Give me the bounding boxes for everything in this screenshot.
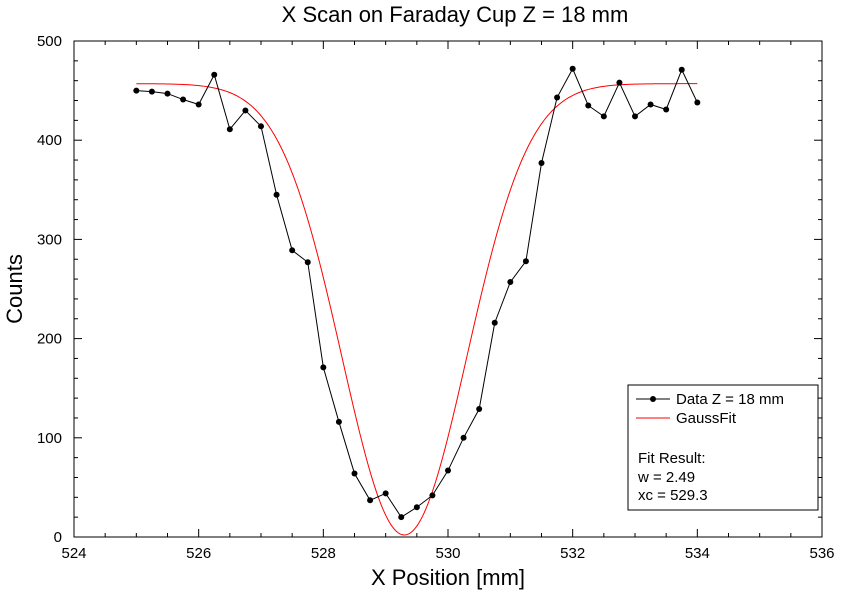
data-point [647,101,654,108]
data-point [367,497,374,504]
y-tick-label: 200 [37,331,62,348]
data-point [335,418,342,425]
legend-data-label: Data Z = 18 mm [676,391,784,408]
x-axis-label: X Position [mm] [371,565,525,590]
x-tick-label: 536 [809,545,834,562]
chart-title: X Scan on Faraday Cup Z = 18 mm [282,2,629,27]
data-point [460,434,467,441]
x-axis: 524 526 528 530 532 534 536 [61,41,835,562]
data-point [616,79,623,86]
fit-result-w: w = 2.49 [637,469,695,486]
y-axis-label: Counts [2,254,27,324]
data-point [148,88,155,95]
data-point [320,364,327,371]
data-point [304,259,311,266]
y-tick-label: 100 [37,430,62,447]
legend-box [627,384,819,511]
data-point [211,71,218,78]
series-gaussfit [136,83,698,536]
data-point [476,406,483,413]
y-tick-label: 400 [37,132,62,149]
plot-area: 524 526 528 530 532 534 536 0 100 200 300 400 500 [37,33,835,562]
data-point [429,492,436,499]
data-point [632,113,638,120]
data-point [554,94,561,101]
data-point [180,96,187,103]
x-tick-label: 534 [685,545,710,562]
legend: Data Z = 18 mm GaussFit Fit Result: w = … [627,384,819,511]
data-point [522,258,529,265]
x-tick-label: 532 [560,545,585,562]
series-data [133,65,701,521]
data-point [538,160,545,167]
data-point [226,126,233,133]
data-point [133,87,140,94]
data-point [585,102,592,109]
data-point [507,279,514,286]
y-tick-label: 300 [37,231,62,248]
gaussfit-curve [136,83,698,536]
data-point [413,504,420,511]
data-point [242,107,249,114]
x-tick-label: 530 [435,545,460,562]
data-point [600,113,607,120]
data-line [136,67,698,518]
data-point [195,101,202,108]
x-tick-label: 524 [61,545,86,562]
x-tick-label: 526 [186,545,211,562]
legend-data-marker [650,396,656,402]
data-point [382,490,389,497]
y-tick-label: 500 [37,33,62,50]
x-tick-label: 528 [311,545,336,562]
data-point [663,106,670,113]
data-point [164,90,171,97]
data-point [398,514,405,521]
y-tick-label: 0 [54,529,62,546]
data-point [273,191,280,198]
data-point [694,99,701,106]
data-point [491,319,498,326]
data-point [258,123,264,130]
data-point [445,467,451,474]
data-point [351,470,358,477]
data-point [289,247,296,254]
data-point [569,65,576,72]
fit-result-xc: xc = 529.3 [638,487,708,504]
legend-fit-label: GaussFit [676,410,737,427]
data-point [678,66,685,73]
fit-result-heading: Fit Result: [638,450,706,467]
